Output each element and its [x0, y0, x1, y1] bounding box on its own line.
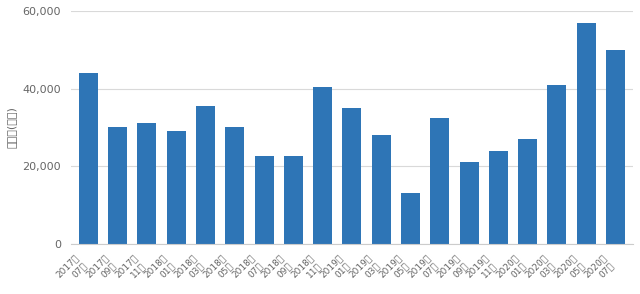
- Bar: [79, 73, 98, 244]
- Bar: [606, 50, 625, 244]
- Y-axis label: 거래량(건수): 거래량(건수): [7, 106, 17, 148]
- Bar: [342, 108, 362, 244]
- Bar: [518, 139, 537, 244]
- Bar: [372, 135, 391, 244]
- Bar: [401, 193, 420, 244]
- Bar: [255, 156, 274, 244]
- Bar: [430, 118, 449, 244]
- Bar: [108, 127, 127, 244]
- Bar: [547, 85, 566, 244]
- Bar: [313, 86, 332, 244]
- Bar: [225, 127, 244, 244]
- Bar: [489, 151, 508, 244]
- Bar: [196, 106, 215, 244]
- Bar: [167, 131, 186, 244]
- Bar: [460, 162, 479, 244]
- Bar: [284, 156, 303, 244]
- Bar: [138, 123, 157, 244]
- Bar: [577, 23, 596, 244]
